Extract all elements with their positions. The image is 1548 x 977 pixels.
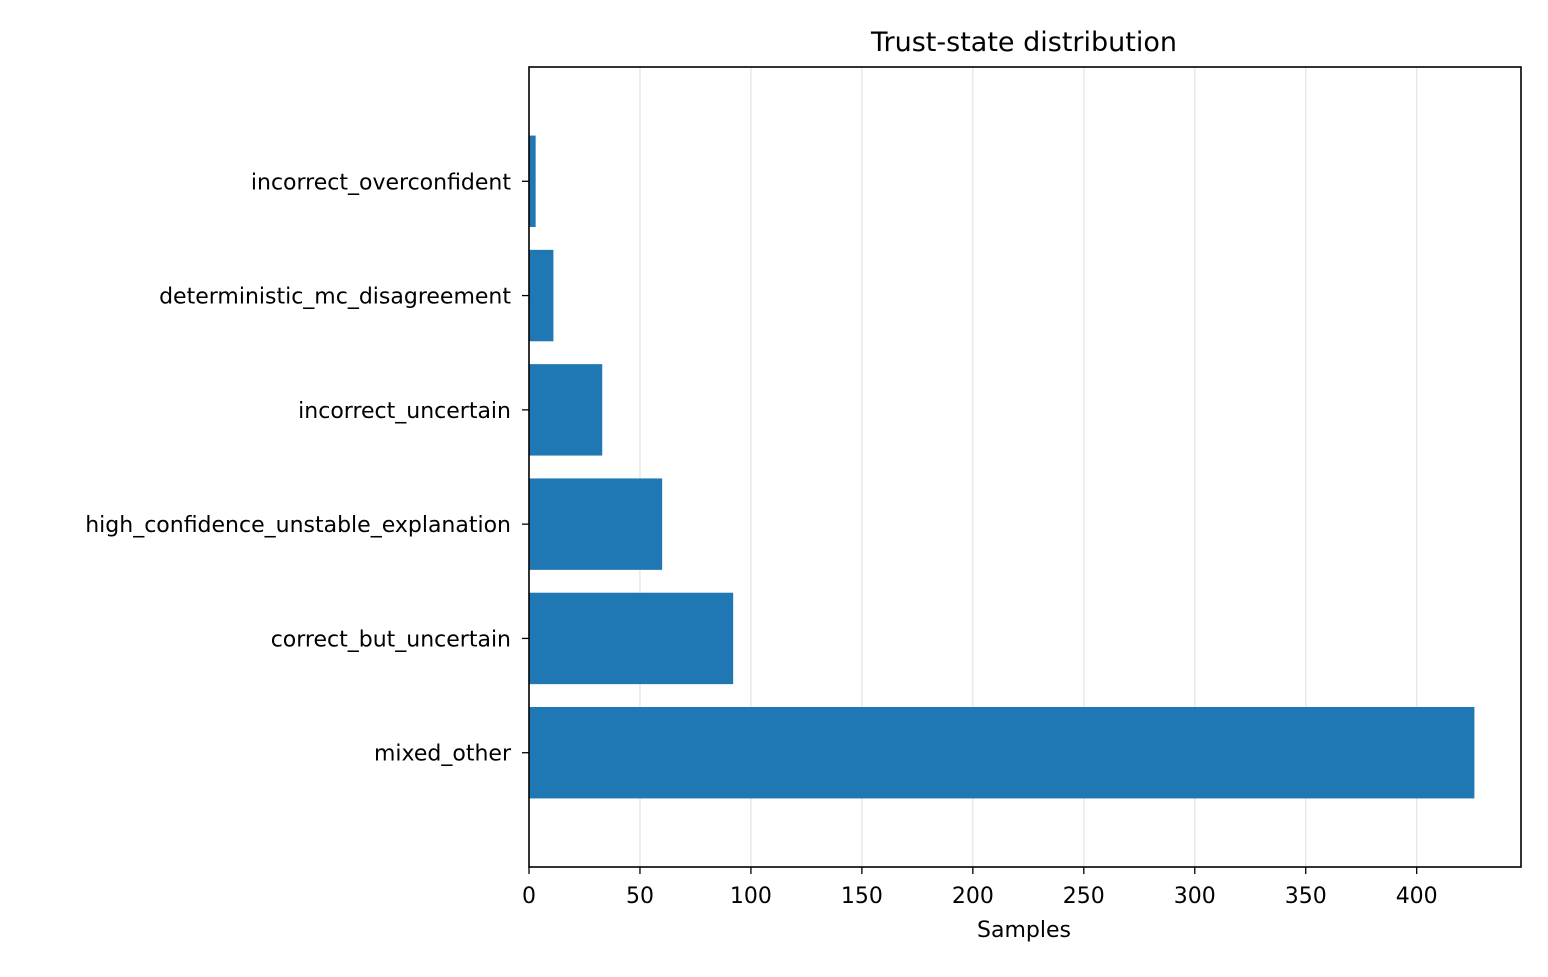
x-tick-label: 400 xyxy=(1396,884,1438,909)
x-tick-label: 200 xyxy=(952,884,994,909)
x-tick-label: 50 xyxy=(626,884,654,909)
y-axis-ticks: incorrect_overconfident deterministic_mc_… xyxy=(85,170,529,767)
chart-title: Trust-state distribution xyxy=(870,27,1177,58)
bar xyxy=(529,478,663,570)
y-tick-label: correct_but_uncertain xyxy=(271,627,511,652)
x-axis-label: Samples xyxy=(977,918,1071,943)
x-tick-label: 0 xyxy=(522,884,536,909)
y-tick-label: high_confidence_unstable_explanation xyxy=(85,513,511,538)
x-axis-ticks: 0 50 100 150 200 250 300 350 400 xyxy=(522,867,1438,909)
y-tick-label: incorrect_uncertain xyxy=(298,399,511,424)
x-tick-label: 150 xyxy=(841,884,883,909)
bar xyxy=(529,364,603,456)
x-tick-label: 250 xyxy=(1063,884,1105,909)
y-tick-label: mixed_other xyxy=(374,742,512,767)
bar xyxy=(529,249,554,342)
x-tick-label: 300 xyxy=(1174,884,1216,909)
y-tick-label: incorrect_overconfident xyxy=(251,170,511,195)
plot-frame xyxy=(528,66,1522,868)
x-tick-label: 100 xyxy=(730,884,772,909)
bars xyxy=(529,135,1475,799)
y-tick-label: deterministic_mc_disagreement xyxy=(159,285,511,310)
bar xyxy=(529,135,536,227)
x-tick-label: 350 xyxy=(1285,884,1327,909)
bar xyxy=(529,707,1475,799)
grid-lines xyxy=(639,67,1418,867)
bar xyxy=(529,592,734,685)
